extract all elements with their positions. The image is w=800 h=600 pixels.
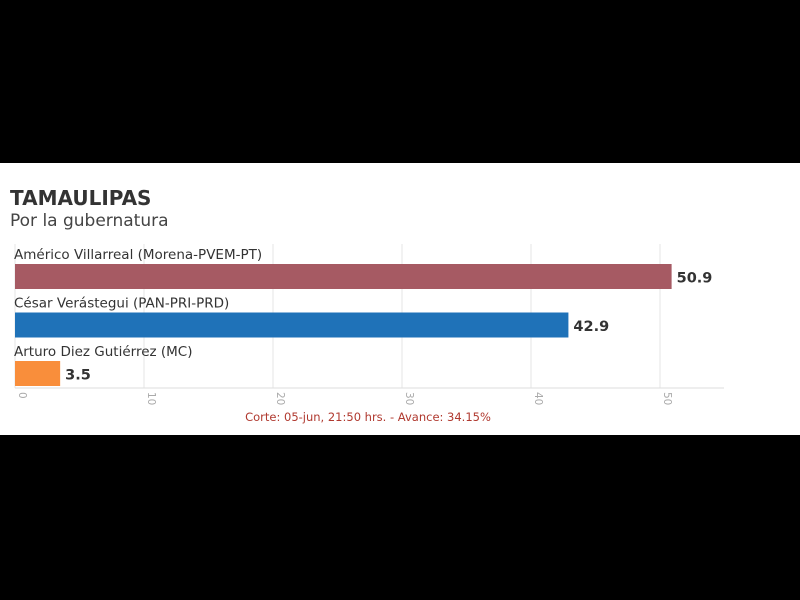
x-tick-label: 20 — [274, 392, 286, 405]
bar — [15, 312, 569, 338]
chart-title: TAMAULIPAS — [10, 186, 152, 210]
category-label: César Verástegui (PAN-PRI-PRD) — [14, 296, 229, 312]
bar — [15, 264, 672, 289]
x-tick-label: 40 — [532, 392, 544, 405]
category-label: Arturo Diez Gutiérrez (MC) — [14, 344, 193, 360]
x-tick-label: 0 — [16, 392, 28, 399]
footnote: Corte: 05-jun, 21:50 hrs. - Avance: 34.1… — [245, 410, 491, 424]
x-tick-label: 10 — [145, 392, 157, 405]
category-labels: Américo Villarreal (Morena-PVEM-PT) César… — [14, 247, 262, 360]
value-label: 50.9 — [677, 271, 713, 287]
category-label: Américo Villarreal (Morena-PVEM-PT) — [14, 247, 262, 263]
bars — [15, 264, 672, 386]
value-label: 42.9 — [573, 319, 609, 335]
x-tick-label: 30 — [403, 392, 415, 405]
bar — [15, 361, 61, 386]
chart-panel — [0, 163, 800, 435]
value-labels: 50.9 42.9 3.5 — [65, 271, 712, 384]
chart-subtitle: Por la gubernatura — [10, 211, 169, 231]
x-axis-ticks: 0 10 20 30 40 50 — [16, 392, 673, 405]
x-tick-label: 50 — [661, 392, 673, 405]
value-label: 3.5 — [65, 368, 91, 384]
